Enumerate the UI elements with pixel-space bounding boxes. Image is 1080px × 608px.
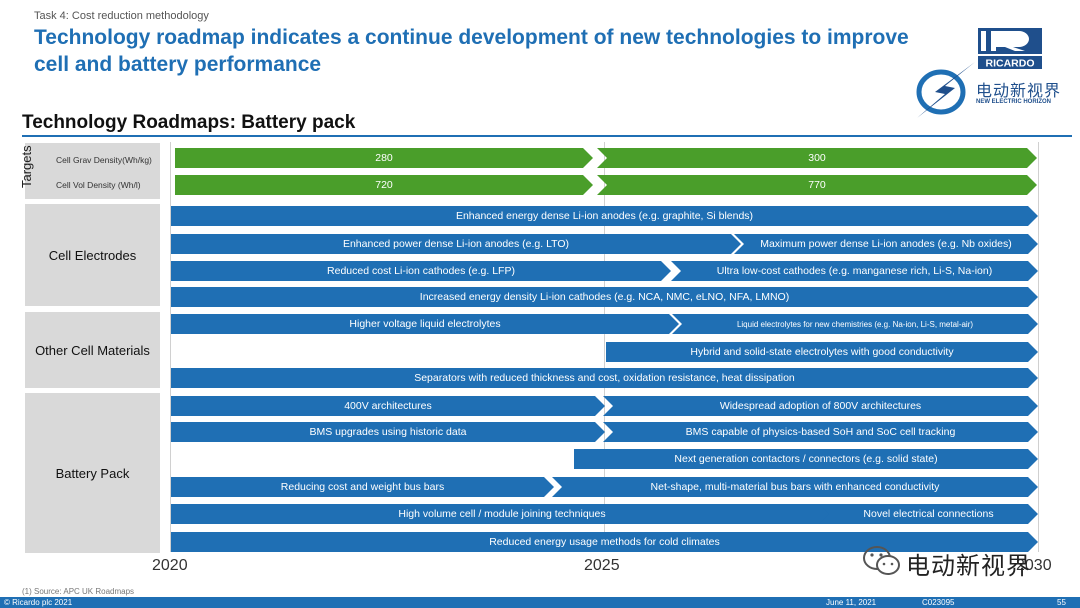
bar-high-voltage-electrolytes: Higher voltage liquid electrolytes: [171, 314, 679, 334]
bar-bms-physics: BMS capable of physics-based SoH and SoC…: [603, 422, 1038, 442]
bar-400v: 400V architectures: [171, 396, 605, 416]
bar-max-power-anodes: Maximum power dense Li-ion anodes (e.g. …: [734, 234, 1038, 254]
targets-panel: [25, 143, 160, 199]
chat-bubble-icon: [863, 546, 900, 575]
bar-bms-upgrades: BMS upgrades using historic data: [171, 422, 605, 442]
ricardo-logo: RICARDO 电动新视界 NEW ELECTRIC HORIZON: [905, 26, 1075, 121]
bar-energy-dense-anodes: Enhanced energy dense Li-ion anodes (e.g…: [171, 206, 1038, 226]
bar-energy-density-cathodes: Increased energy density Li-ion cathodes…: [171, 287, 1038, 307]
footer-bar: © Ricardo plc 2021 June 11, 2021 C023095…: [0, 597, 1080, 608]
watermark-text: 电动新视界: [906, 553, 1031, 580]
logo-english-text: NEW ELECTRIC HORIZON: [976, 99, 1051, 105]
gridline-2025: [604, 142, 605, 552]
footer-date: June 11, 2021: [826, 598, 877, 607]
source-note: (1) Source: APC UK Roadmaps: [22, 587, 135, 596]
title-divider: [22, 135, 1072, 137]
bar-reduced-cost-cathodes: Reduced cost Li-ion cathodes (e.g. LFP): [171, 261, 671, 281]
gridline-2030: [1038, 142, 1039, 552]
bar-cold-climates: Reduced energy usage methods for cold cl…: [171, 532, 1038, 552]
gridline-2020: [170, 142, 171, 552]
axis-label-2020: 2020: [152, 557, 188, 574]
bar-new-chemistry-electrolytes: Liquid electrolytes for new chemistries …: [672, 314, 1038, 334]
bar-ultra-low-cost-cathodes: Ultra low-cost cathodes (e.g. manganese …: [671, 261, 1038, 281]
section-other-cell-materials: Other Cell Materials: [25, 312, 160, 388]
bar-solid-state-electrolytes: Hybrid and solid-state electrolytes with…: [606, 342, 1038, 362]
bar-bus-bars-net-shape: Net-shape, multi-material bus bars with …: [552, 477, 1038, 497]
logo-chinese-text: 电动新视界: [976, 83, 1062, 100]
targets-heading: Targets: [19, 145, 43, 194]
ricardo-wordmark: RICARDO: [986, 58, 1035, 70]
footer-code: C023095: [922, 598, 955, 607]
watermark: 电动新视界: [862, 544, 1034, 580]
section-cell-electrodes: Cell Electrodes: [25, 204, 160, 306]
footer-page-number: 55: [1057, 598, 1066, 607]
section-subtitle: Technology Roadmaps: Battery pack: [22, 112, 356, 133]
bar-joining-techniques: High volume cell / module joining techni…: [171, 504, 833, 524]
target-label-grav: Cell Grav Density(Wh/kg): [56, 155, 152, 165]
target-grav-2020: 280: [175, 148, 593, 168]
page-title: Technology roadmap indicates a continue …: [34, 26, 909, 76]
axis-label-2025: 2025: [584, 557, 620, 574]
ricardo-emblem-icon: RICARDO: [978, 28, 1042, 70]
footer-copyright: © Ricardo plc 2021: [4, 598, 73, 607]
bar-separators: Separators with reduced thickness and co…: [171, 368, 1038, 388]
target-grav-2025: 300: [597, 148, 1037, 168]
bar-bus-bars-cost: Reducing cost and weight bus bars: [171, 477, 554, 497]
task-label: Task 4: Cost reduction methodology: [34, 10, 209, 22]
target-vol-2020: 720: [175, 175, 593, 195]
lightning-bolt-icon: [916, 62, 975, 118]
section-battery-pack: Battery Pack: [25, 393, 160, 553]
axis-label-2030: 2030: [1016, 557, 1052, 574]
bar-800v: Widespread adoption of 800V architecture…: [603, 396, 1038, 416]
bar-power-dense-anodes: Enhanced power dense Li-ion anodes (e.g.…: [171, 234, 741, 254]
bar-novel-connections: Novel electrical connections: [819, 504, 1038, 524]
target-label-vol: Cell Vol Density (Wh/l): [56, 180, 141, 190]
bar-contactors: Next generation contactors / connectors …: [574, 449, 1038, 469]
target-vol-2025: 770: [597, 175, 1037, 195]
